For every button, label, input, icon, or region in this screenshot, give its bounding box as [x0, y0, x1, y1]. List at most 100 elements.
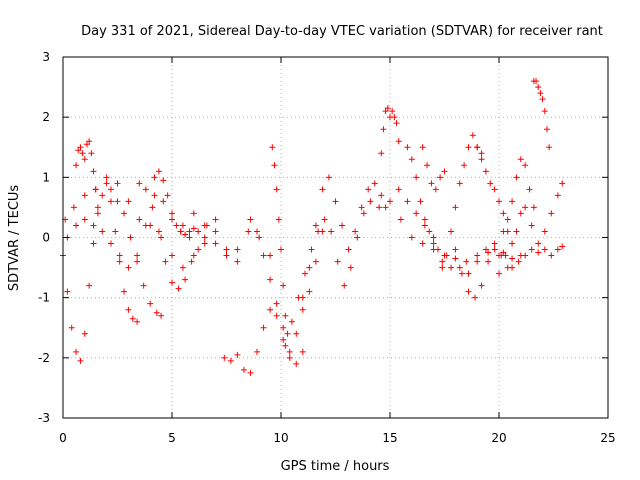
data-point: [212, 216, 219, 223]
data-point: [273, 300, 280, 307]
data-point: [421, 216, 428, 223]
series-track-f: [136, 180, 208, 292]
data-point: [149, 204, 156, 211]
data-point: [546, 144, 553, 151]
data-point: [439, 264, 446, 271]
data-point: [280, 282, 287, 289]
series-track-v: [500, 156, 537, 235]
data-point: [491, 246, 498, 253]
data-point: [517, 156, 524, 163]
data-point: [345, 246, 352, 253]
data-point: [90, 240, 97, 247]
data-point: [382, 108, 389, 115]
data-point: [487, 180, 494, 187]
data-point: [554, 246, 561, 253]
x-tick-label: 10: [273, 431, 288, 445]
data-point: [140, 282, 147, 289]
data-point: [158, 312, 165, 319]
data-point: [522, 204, 529, 211]
data-point: [73, 162, 80, 169]
data-point: [142, 222, 149, 229]
data-point: [129, 315, 136, 322]
data-point: [190, 225, 197, 232]
data-point: [245, 228, 252, 235]
series-track-e: [107, 186, 165, 319]
series-track-x: [522, 180, 566, 247]
data-point: [328, 228, 335, 235]
y-tick-label: -2: [38, 351, 50, 365]
data-point: [247, 216, 254, 223]
data-point: [212, 240, 219, 247]
x-tick-label: 15: [382, 431, 397, 445]
y-tick-label: 0: [42, 231, 50, 245]
data-point: [188, 258, 195, 265]
data-point: [234, 258, 241, 265]
data-point: [275, 216, 282, 223]
data-point: [301, 270, 308, 277]
data-point: [393, 120, 400, 127]
data-point: [491, 186, 498, 193]
data-point: [395, 186, 402, 193]
data-point: [99, 192, 106, 199]
data-point: [384, 105, 391, 112]
data-point: [404, 144, 411, 151]
data-point: [134, 252, 141, 259]
data-point: [341, 282, 348, 289]
data-point: [474, 144, 481, 151]
data-point: [413, 174, 420, 181]
data-point: [155, 228, 162, 235]
data-points: [60, 78, 566, 376]
data-point: [223, 252, 230, 259]
data-point: [541, 108, 548, 115]
data-point: [485, 249, 492, 256]
data-point: [286, 348, 293, 355]
data-point: [500, 228, 507, 235]
data-point: [559, 243, 566, 250]
data-point: [517, 210, 524, 217]
data-point: [456, 180, 463, 187]
x-tick-label: 5: [168, 431, 176, 445]
data-point: [528, 222, 535, 229]
series-track-i: [221, 306, 306, 376]
data-point: [395, 138, 402, 145]
data-point: [430, 234, 437, 241]
data-point: [332, 198, 339, 205]
series-track-n: [378, 105, 402, 157]
data-point: [456, 264, 463, 271]
y-tick-label: -3: [38, 411, 50, 425]
data-point: [452, 204, 459, 211]
data-point: [240, 366, 247, 373]
data-point: [271, 162, 278, 169]
data-point: [448, 228, 455, 235]
data-point: [134, 258, 141, 265]
data-point: [77, 357, 84, 364]
data-point: [463, 258, 470, 265]
data-point: [417, 198, 424, 205]
data-point: [125, 198, 132, 205]
grid-lines: [63, 57, 608, 418]
series-track-c: [62, 174, 241, 271]
data-point: [227, 357, 234, 364]
data-point: [533, 78, 540, 85]
data-point: [73, 222, 80, 229]
series-track-b: [73, 138, 101, 211]
data-point: [339, 222, 346, 229]
data-point: [537, 90, 544, 97]
tick-labels: 0 5 10 15 20 25 -3 -2 -1 0 1 2 3: [38, 50, 616, 445]
data-point: [465, 288, 472, 295]
data-point: [485, 258, 492, 265]
data-point: [312, 222, 319, 229]
data-point: [153, 309, 160, 316]
data-point: [68, 324, 75, 331]
data-point: [312, 258, 319, 265]
y-tick-label: 2: [42, 110, 50, 124]
data-point: [419, 144, 426, 151]
data-point: [182, 276, 189, 283]
data-point: [306, 288, 313, 295]
data-point: [478, 156, 485, 163]
data-point: [432, 186, 439, 193]
data-point: [513, 174, 520, 181]
y-tick-label: 1: [42, 170, 50, 184]
data-point: [308, 246, 315, 253]
data-point: [548, 210, 555, 217]
